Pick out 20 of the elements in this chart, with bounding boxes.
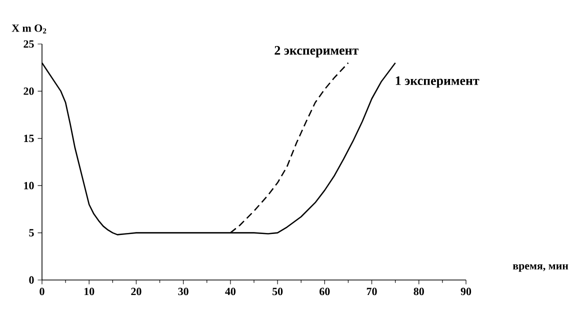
series-label: 2 эксперимент bbox=[274, 46, 358, 58]
x-axis-title: время, мин bbox=[512, 264, 568, 272]
x-tick-label: 80 bbox=[414, 288, 424, 296]
x-tick-label: 40 bbox=[225, 288, 236, 296]
y-tick-label: 0 bbox=[29, 276, 34, 284]
x-tick-label: 0 bbox=[40, 288, 44, 296]
x-tick-label: 60 bbox=[320, 288, 330, 296]
series-label: 1 эксперимент bbox=[396, 76, 480, 88]
x-tick-label: 50 bbox=[272, 288, 283, 296]
y-tick-label: 25 bbox=[24, 40, 34, 48]
y-tick-label: 5 bbox=[29, 229, 34, 236]
x-tick-label: 70 bbox=[366, 288, 377, 296]
x-tick-label: 20 bbox=[131, 288, 142, 296]
x-tick-label: 30 bbox=[178, 288, 188, 296]
y-tick-label: 10 bbox=[24, 182, 34, 190]
y-axis-title: X m O$_{2}$ bbox=[12, 24, 46, 34]
x-tick-label: 10 bbox=[84, 288, 94, 296]
y-tick-label: 20 bbox=[24, 88, 34, 95]
y-tick-label: 15 bbox=[24, 134, 34, 142]
x-tick-label: 90 bbox=[460, 288, 472, 296]
